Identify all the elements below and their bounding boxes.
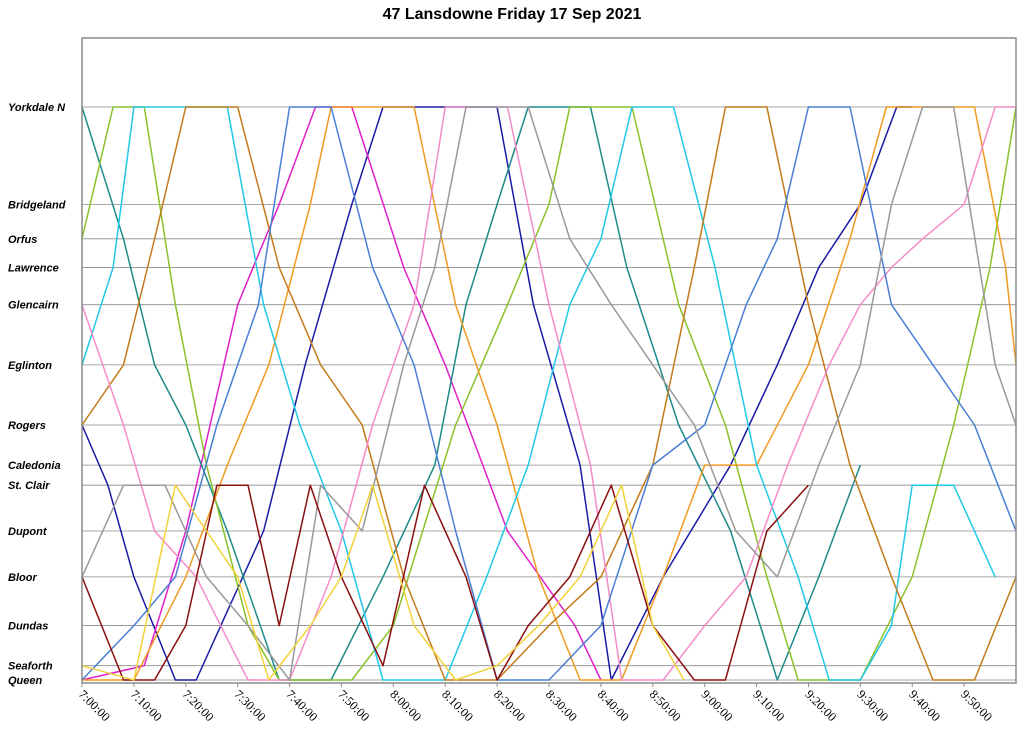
time-tick-label: 8:00:00: [387, 687, 424, 724]
bus-trip-lines: [81, 106, 1017, 681]
trip-line-8: [81, 106, 1016, 681]
trip-line-4: [81, 106, 1017, 681]
stop-label: Eglinton: [8, 360, 52, 372]
time-tick-label: 8:10:00: [439, 687, 476, 724]
stop-label: Dundas: [8, 621, 48, 633]
time-tick-label: 9:20:00: [802, 687, 839, 724]
time-tick-label: 7:30:00: [232, 687, 269, 724]
chart-title: 47 Lansdowne Friday 17 Sep 2021: [382, 6, 642, 23]
time-tick-label: 8:20:00: [491, 687, 528, 724]
time-tick-label: 9:50:00: [958, 687, 995, 724]
trip-line-12: [81, 484, 685, 681]
trip-line-3: [81, 106, 862, 681]
time-tick-label: 7:10:00: [128, 687, 165, 724]
time-tick-label: 9:40:00: [906, 687, 943, 724]
trip-line-6: [81, 106, 996, 681]
time-tick-labels: 7:00:00 7:10:00 7:20:00 7:30:00 7:40:00 7:50:…: [76, 683, 995, 724]
time-tick-label: 8:40:00: [595, 687, 632, 724]
time-tick-label: 9:30:00: [854, 687, 891, 724]
stop-label: Dupont: [8, 526, 48, 538]
stop-label: Orfus: [8, 234, 37, 246]
stop-label: Queen: [8, 675, 43, 687]
stop-label: Seaforth: [8, 661, 53, 673]
trip-line-1: [81, 106, 913, 681]
trip-line-9: [81, 106, 1017, 681]
stop-label: Caledonia: [8, 460, 61, 472]
stop-labels: Yorkdale N Bridgeland Orfus Lawrence Glencai…: [8, 102, 66, 687]
stop-label: Lawrence: [8, 262, 59, 274]
time-tick-label: 7:00:00: [76, 687, 113, 724]
stop-gridlines: [82, 106, 1016, 681]
stop-label: Bridgeland: [8, 199, 66, 211]
time-tick-label: 7:50:00: [335, 687, 372, 724]
trip-line-5: [82, 106, 1017, 681]
time-tick-label: 8:50:00: [647, 687, 684, 724]
trip-line-10: [81, 106, 1017, 681]
stop-label: Glencairn: [8, 300, 59, 312]
time-tick-label: 7:20:00: [180, 687, 217, 724]
stop-label: St. Clair: [8, 480, 50, 492]
stop-label: Rogers: [8, 420, 46, 432]
stop-label: Bloor: [8, 572, 37, 584]
trip-line-7: [81, 106, 1017, 681]
time-tick-label: 8:30:00: [543, 687, 580, 724]
stop-label: Yorkdale N: [8, 102, 66, 114]
time-tick-label: 9:00:00: [699, 687, 736, 724]
time-tick-label: 7:40:00: [283, 687, 320, 724]
time-tick-label: 9:10:00: [750, 687, 787, 724]
trip-line-11: [81, 484, 809, 681]
